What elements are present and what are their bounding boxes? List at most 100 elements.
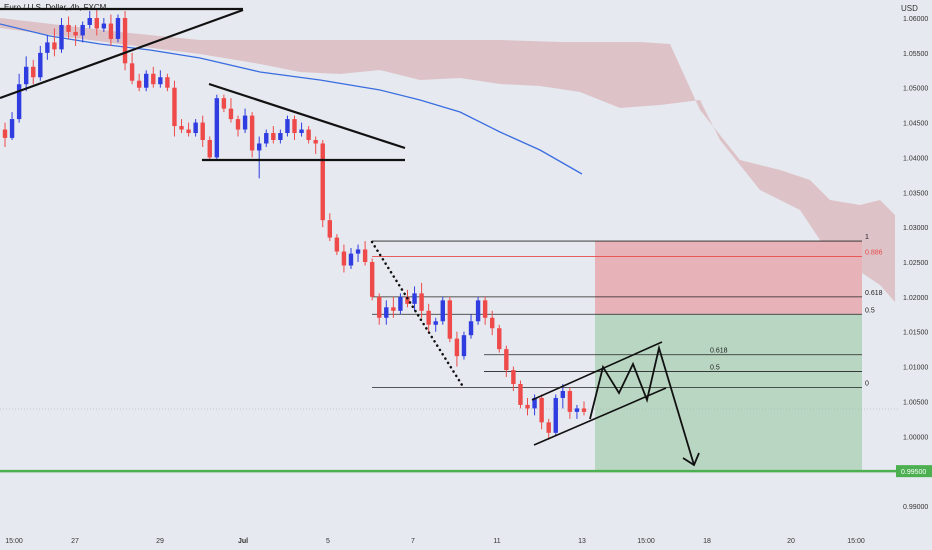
candle-body: [574, 408, 580, 412]
arrow-head-icon: [682, 452, 700, 467]
candle-body: [377, 296, 382, 318]
candle-body: [264, 133, 269, 144]
candle-body: [179, 126, 184, 130]
candle-body: [101, 23, 107, 29]
rising-trendline: [0, 8, 244, 100]
candle-body: [186, 129, 191, 134]
time-tick-label: 27: [71, 538, 79, 545]
time-tick-label: 18: [703, 538, 711, 545]
candle-body: [23, 66, 29, 85]
currency-label: USD: [901, 4, 918, 13]
candle-body: [327, 220, 333, 238]
candle-body: [546, 422, 551, 433]
candle-body: [292, 119, 297, 134]
candle-body: [221, 98, 227, 109]
price-tick-label: 1.02500: [903, 260, 928, 267]
price-tick-label: 1.05500: [903, 51, 928, 58]
fib-level-label: 0.5: [710, 364, 720, 371]
price-tick-label: 1.00000: [903, 434, 928, 441]
candle-body: [511, 370, 516, 384]
candle-body: [144, 73, 149, 88]
candle-body: [129, 63, 135, 81]
candle-body: [299, 129, 304, 134]
candle-body: [405, 296, 410, 304]
candle-body: [384, 307, 389, 318]
candle-body: [426, 310, 431, 325]
time-tick-label: 5: [326, 538, 330, 545]
candle-body: [518, 384, 523, 405]
time-tick-label: 11: [493, 538, 500, 545]
take-profit-zone: [595, 314, 862, 472]
candle-body: [94, 18, 99, 29]
candle-body: [398, 296, 403, 311]
candle-body: [80, 24, 85, 36]
candle-body: [165, 77, 170, 88]
candle-body: [412, 293, 417, 304]
time-tick-label: 15:00: [637, 538, 655, 545]
candle-body: [228, 108, 234, 120]
candle-body: [271, 133, 276, 140]
fib-level-label: 0.618: [710, 348, 728, 355]
candle-body: [52, 42, 57, 50]
fib-level-label: 0.5: [865, 307, 875, 314]
candle-body: [242, 115, 248, 130]
candle-body: [38, 52, 43, 78]
candle-body: [136, 80, 142, 88]
candle-body: [532, 397, 537, 409]
candle-body: [313, 140, 318, 144]
candle-body: [553, 397, 558, 433]
price-tick-label: 1.02000: [903, 295, 928, 302]
candle-body: [348, 253, 354, 266]
time-tick-label: 13: [578, 538, 586, 545]
price-tick-label: 0.99000: [903, 504, 928, 511]
candle-body: [73, 31, 78, 36]
candle-body: [66, 24, 71, 32]
candle-body: [207, 140, 212, 158]
candle-body: [87, 18, 92, 25]
price-tick-label: 1.05000: [903, 86, 928, 93]
candle-body: [256, 143, 262, 151]
candle-body: [193, 122, 198, 134]
candle-body: [158, 77, 163, 85]
stop-loss-zone: [595, 241, 862, 315]
price-tick-label: 1.04500: [903, 121, 928, 128]
candle-body: [9, 119, 15, 138]
price-tick-label: 1.00500: [903, 399, 928, 406]
fib-level-label: 0.618: [865, 290, 883, 297]
price-tick-label: 1.04000: [903, 155, 928, 162]
price-tick-label: 1.03500: [903, 190, 928, 197]
candle-body: [581, 408, 587, 412]
candle-body: [2, 129, 8, 138]
candle-body: [45, 42, 50, 53]
time-tick-label: 15:00: [847, 538, 865, 545]
candle-body: [200, 122, 205, 140]
ichimoku-cloud: [0, 18, 895, 302]
channel-lower-line: [533, 387, 667, 446]
candle-body: [567, 390, 573, 412]
candle-body: [461, 335, 467, 357]
candle-body: [115, 18, 121, 39]
time-tick-label: 15:00: [5, 538, 23, 545]
candle-body: [334, 237, 340, 252]
candle-body: [108, 23, 114, 39]
candle-body: [151, 73, 156, 85]
time-tick-label: 20: [787, 538, 795, 545]
candle-body: [214, 98, 220, 158]
candle-body: [31, 66, 36, 78]
channel-upper-line: [531, 341, 663, 401]
candle-body: [475, 300, 481, 322]
candle-body: [433, 321, 438, 325]
price-tick-label: 1.06000: [903, 16, 928, 23]
price-tag: [896, 465, 932, 478]
candle-body: [341, 251, 347, 266]
candle-body: [122, 18, 128, 64]
candle-body: [482, 300, 488, 318]
candle-body: [278, 133, 283, 140]
candle-body: [539, 397, 544, 423]
candle-body: [285, 119, 290, 134]
fib-level-label: 0.886: [865, 249, 883, 256]
symbol-title: Euro / U.S. Dollar, 4h, FXCM: [4, 3, 107, 12]
candle-body: [391, 307, 396, 311]
